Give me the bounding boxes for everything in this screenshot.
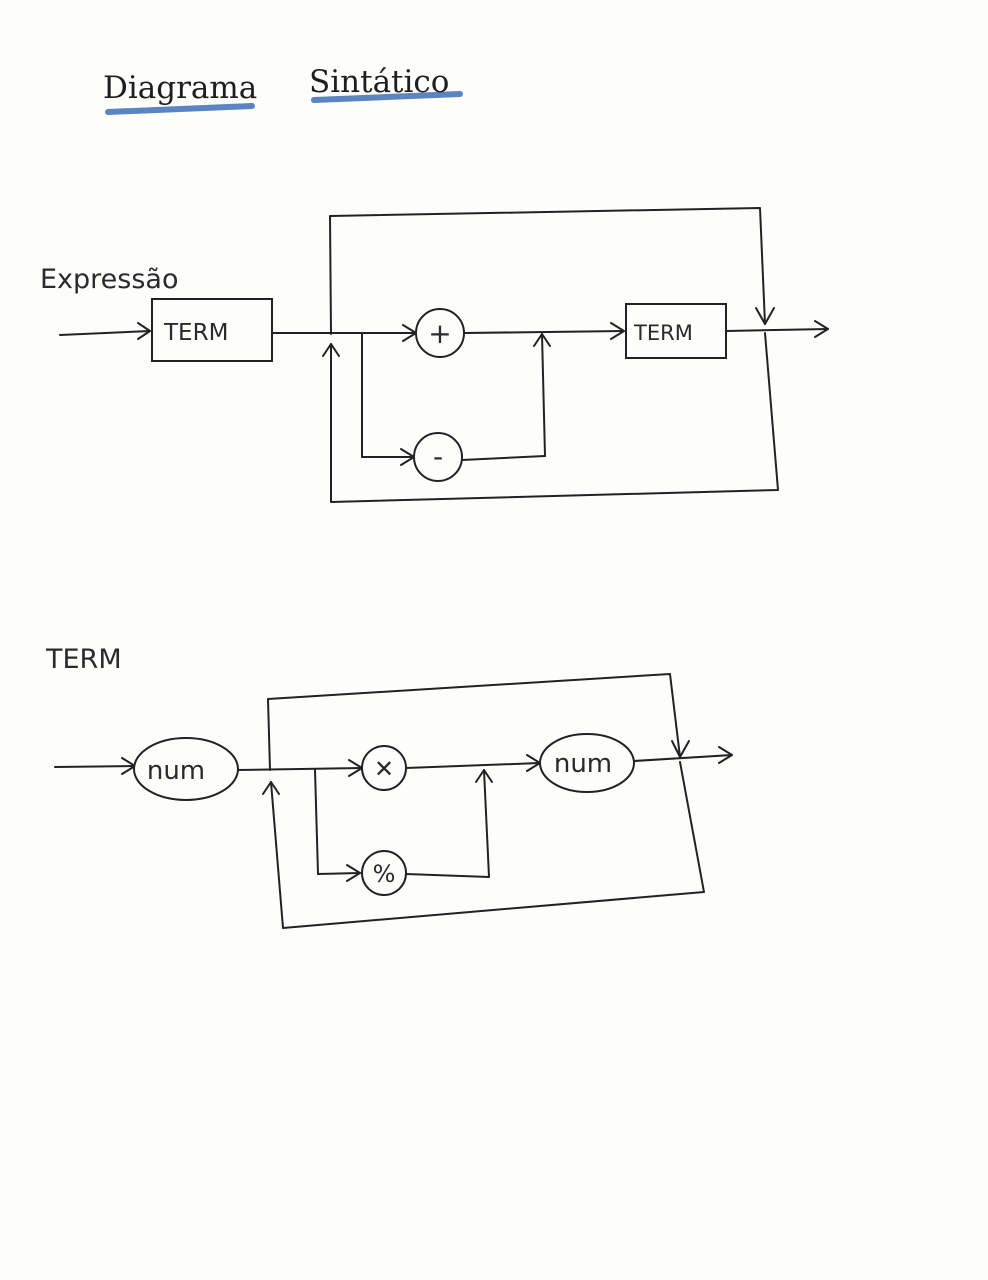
- term-skip-loop-top: [267, 673, 681, 771]
- plus-operator-label: +: [428, 317, 451, 350]
- mod-rejoin-arrowhead: [475, 769, 493, 783]
- term-box-in-label: TERM: [163, 320, 228, 346]
- term-exit-arrow: [633, 754, 733, 762]
- title-word-2: Sintático: [309, 64, 449, 100]
- line-plus-to-term: [463, 330, 625, 334]
- title-word-1: Diagrama: [103, 70, 257, 106]
- term-exit-arrowhead: [718, 746, 733, 764]
- line-mul-to-num: [405, 762, 541, 769]
- exit-arrowhead: [814, 320, 829, 338]
- mod-branch-down: [314, 769, 319, 875]
- minus-branch-out: [461, 455, 546, 461]
- num-node-in-label: num: [147, 756, 205, 786]
- term-diagram: TERM num ✕ % num: [45, 644, 733, 929]
- term-main-line-to-mul: [237, 767, 363, 771]
- mod-branch-up: [483, 769, 490, 878]
- entry-arrow: [59, 330, 151, 336]
- num-node-out-label: num: [554, 749, 612, 779]
- expressao-label: Expressão: [40, 264, 179, 295]
- repeat-loop-arrowhead: [322, 343, 340, 357]
- term-skip-loop-arrowhead: [671, 740, 690, 758]
- minus-operator-label: -: [433, 440, 443, 473]
- term-out-arrowhead: [610, 322, 625, 340]
- mod-operator: [361, 850, 407, 896]
- page-title: Diagrama Sintático: [103, 64, 463, 115]
- mul-operator-label: ✕: [374, 755, 394, 783]
- mod-operator-label: %: [373, 860, 396, 888]
- title-underline-1: [105, 103, 255, 115]
- mod-arrowhead: [346, 864, 361, 882]
- mod-branch-out: [405, 873, 490, 878]
- mod-branch-in: [317, 872, 361, 875]
- skip-loop-arrowhead: [755, 307, 775, 325]
- minus-operator: [413, 432, 463, 482]
- title-underline-2: [311, 91, 463, 103]
- term-label: TERM: [45, 644, 122, 675]
- exit-arrow: [725, 328, 829, 332]
- expressao-diagram: Expressão TERM + - TERM: [40, 207, 829, 503]
- term-repeat-loop-bottom: [270, 761, 705, 929]
- minus-rejoin-arrowhead: [533, 333, 551, 347]
- minus-branch-up: [541, 333, 546, 457]
- term-repeat-loop-arrowhead: [262, 781, 280, 795]
- num-node-out: [539, 733, 635, 793]
- skip-loop-top: [329, 207, 766, 335]
- term-entry-arrow: [54, 765, 136, 768]
- term-box-out-label: TERM: [633, 321, 693, 345]
- term-box-in: [151, 298, 273, 362]
- repeat-loop-bottom: [330, 332, 779, 503]
- entry-arrowhead: [137, 322, 151, 340]
